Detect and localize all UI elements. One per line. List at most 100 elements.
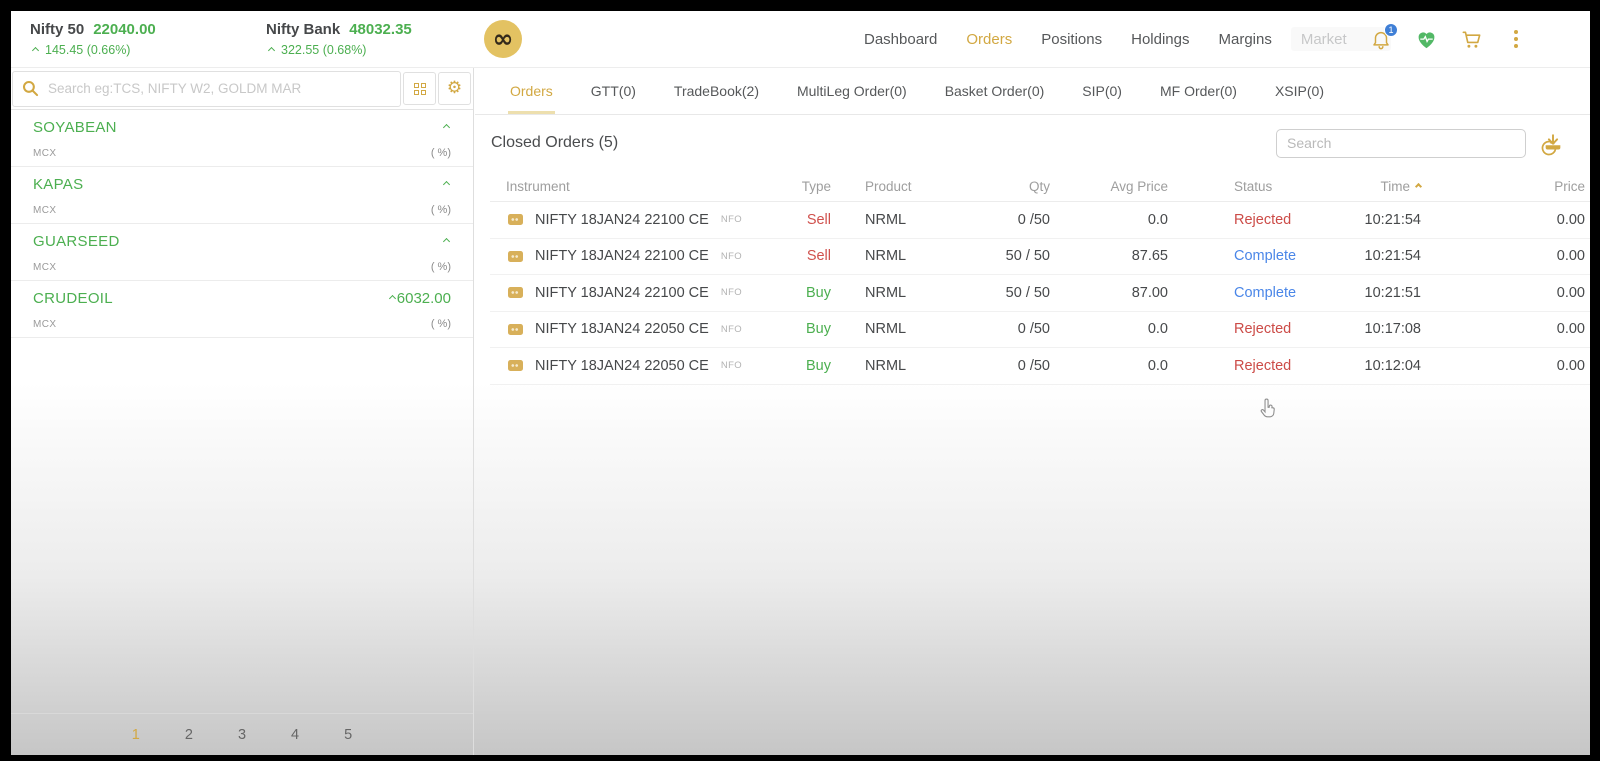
nav-item[interactable]: Dashboard — [864, 30, 938, 48]
more-menu-button[interactable] — [1504, 27, 1528, 51]
instrument-tag-icon — [508, 287, 523, 299]
col-product[interactable]: Product — [865, 178, 912, 194]
up-arrow-icon — [267, 46, 276, 54]
order-avg-price: 0.0 — [1147, 211, 1168, 228]
infinity-icon: ∞ — [492, 23, 514, 53]
watchlist-search-box[interactable] — [12, 70, 401, 107]
order-qty: 0 /50 — [1017, 357, 1050, 374]
index-change: 145.45 (0.66%) — [45, 43, 131, 57]
instrument-tag-icon — [508, 360, 523, 372]
nav-item[interactable]: Positions — [1041, 30, 1103, 48]
watchlist-groups-button[interactable] — [403, 72, 436, 105]
index-ticker[interactable]: Nifty Bank 48032.35 322.55 (0.68%) — [266, 21, 498, 57]
watchlist-settings-button[interactable]: ⚙ — [438, 72, 471, 105]
order-product: NRML — [865, 284, 907, 301]
order-time: 10:21:51 — [1364, 284, 1421, 301]
section-title: Closed Orders (5) — [491, 134, 619, 151]
change-percent: ( %) — [430, 147, 451, 159]
nav-item[interactable]: Holdings — [1131, 30, 1190, 48]
order-type: Sell — [806, 248, 831, 265]
watchlist-pagination: 1 2 3 4 5 — [11, 713, 473, 755]
up-arrow-icon — [442, 180, 451, 189]
watchlist-search-row: ⚙ — [11, 68, 473, 110]
order-qty: 50 / 50 — [1005, 284, 1050, 301]
order-status: Complete — [1234, 248, 1297, 265]
search-icon — [22, 80, 39, 97]
order-instrument: NIFTY 18JAN24 22050 CE — [535, 321, 709, 338]
nav-item[interactable]: Margins — [1218, 30, 1272, 48]
order-tab[interactable]: GTT(0) — [590, 83, 636, 99]
app-logo[interactable]: ∞ — [484, 20, 522, 58]
index-ticker[interactable]: Nifty 50 22040.00 145.45 (0.66%) — [30, 21, 262, 57]
page-number[interactable]: 5 — [344, 726, 353, 743]
order-time: 10:21:54 — [1364, 211, 1421, 228]
watchlist-item[interactable]: GUARSEED MCX ( %) — [11, 224, 473, 281]
order-exchange: NFO — [720, 323, 743, 335]
order-tab[interactable]: SIP(0) — [1082, 83, 1122, 99]
col-instrument[interactable]: Instrument — [506, 178, 570, 194]
order-price: 0.00 — [1556, 284, 1585, 301]
order-row[interactable]: NIFTY 18JAN24 22050 CE NFO Buy NRML 0 /5… — [490, 348, 1590, 385]
exchange-label: MCX — [33, 147, 57, 159]
order-instrument: NIFTY 18JAN24 22100 CE — [535, 284, 709, 301]
main-nav: Dashboard Orders Positions Holdings Marg… — [864, 11, 1347, 67]
order-row[interactable]: NIFTY 18JAN24 22100 CE NFO Sell NRML 50 … — [490, 239, 1590, 275]
index-value: 22040.00 — [93, 21, 156, 38]
page-number[interactable]: 4 — [291, 726, 300, 743]
app-window: Nifty 50 22040.00 145.45 (0.66%) Nifty B… — [11, 11, 1590, 755]
watchlist-item[interactable]: SOYABEAN MCX ( %) — [11, 110, 473, 167]
order-time: 10:17:08 — [1364, 321, 1421, 338]
order-type: Buy — [806, 357, 831, 374]
order-tab[interactable]: Basket Order(0) — [944, 83, 1045, 99]
order-tab[interactable]: MultiLeg Order(0) — [796, 83, 907, 99]
last-price: 6032.00 — [396, 290, 451, 307]
page-number[interactable]: 3 — [237, 726, 247, 743]
order-tabs: Orders GTT(0) TradeBook(2) MultiLeg Orde… — [475, 68, 1590, 115]
change-percent: ( %) — [430, 204, 451, 216]
notifications-button[interactable]: 1 — [1369, 23, 1398, 51]
order-row[interactable]: NIFTY 18JAN24 22050 CE NFO Buy NRML 0 /5… — [490, 312, 1590, 348]
nav-item[interactable]: Orders — [966, 30, 1013, 48]
up-arrow-icon — [442, 123, 451, 132]
col-type[interactable]: Type — [801, 178, 831, 194]
closed-orders-header: Closed Orders (5) — [475, 115, 1590, 171]
instrument-tag-icon — [508, 323, 523, 335]
watchlist: SOYABEAN MCX ( %) KAPAS — [11, 110, 473, 338]
order-type: Buy — [806, 284, 831, 301]
order-exchange: NFO — [720, 287, 743, 299]
instrument-symbol: SOYABEAN — [33, 119, 117, 136]
grid-icon — [413, 82, 426, 95]
col-status[interactable]: Status — [1234, 178, 1273, 194]
col-avg-price[interactable]: Avg Price — [1110, 178, 1168, 194]
watchlist-item[interactable]: CRUDEOIL 6032.00 MCX ( %) — [11, 281, 473, 338]
order-qty: 50 / 50 — [1005, 248, 1050, 265]
orders-table-body: NIFTY 18JAN24 22100 CE NFO Sell NRML 0 /… — [490, 202, 1590, 385]
watchlist-item[interactable]: KAPAS MCX ( %) — [11, 167, 473, 224]
col-qty[interactable]: Qty — [1028, 178, 1050, 194]
order-row[interactable]: NIFTY 18JAN24 22100 CE NFO Buy NRML 50 /… — [490, 275, 1590, 312]
cart-button[interactable] — [1459, 27, 1483, 51]
order-tab[interactable]: TradeBook(2) — [673, 83, 759, 99]
col-time[interactable]: Time — [1301, 179, 1423, 194]
page-number[interactable]: 2 — [184, 726, 193, 743]
refresh-button[interactable] — [1539, 138, 1559, 158]
order-tab[interactable]: Orders — [508, 68, 555, 114]
order-tab[interactable]: MF Order(0) — [1159, 83, 1237, 99]
order-exchange: NFO — [720, 360, 743, 372]
order-time: 10:12:04 — [1364, 357, 1421, 374]
page-number[interactable]: 1 — [131, 726, 140, 743]
notification-badge: 1 — [1384, 23, 1398, 37]
order-price: 0.00 — [1556, 248, 1585, 265]
order-status: Complete — [1234, 284, 1297, 301]
order-tab[interactable]: XSIP(0) — [1274, 83, 1324, 99]
order-row[interactable]: NIFTY 18JAN24 22100 CE NFO Sell NRML 0 /… — [490, 202, 1590, 239]
col-price[interactable]: Price — [1554, 178, 1585, 194]
health-button[interactable] — [1414, 27, 1438, 51]
user-id-redacted — [1291, 27, 1391, 51]
index-value: 48032.35 — [349, 21, 412, 38]
heart-pulse-icon — [1418, 32, 1434, 48]
order-qty: 0 /50 — [1017, 321, 1050, 338]
order-qty: 0 /50 — [1017, 211, 1050, 228]
orders-search-input[interactable] — [1276, 128, 1526, 158]
watchlist-search-input[interactable] — [48, 81, 392, 96]
